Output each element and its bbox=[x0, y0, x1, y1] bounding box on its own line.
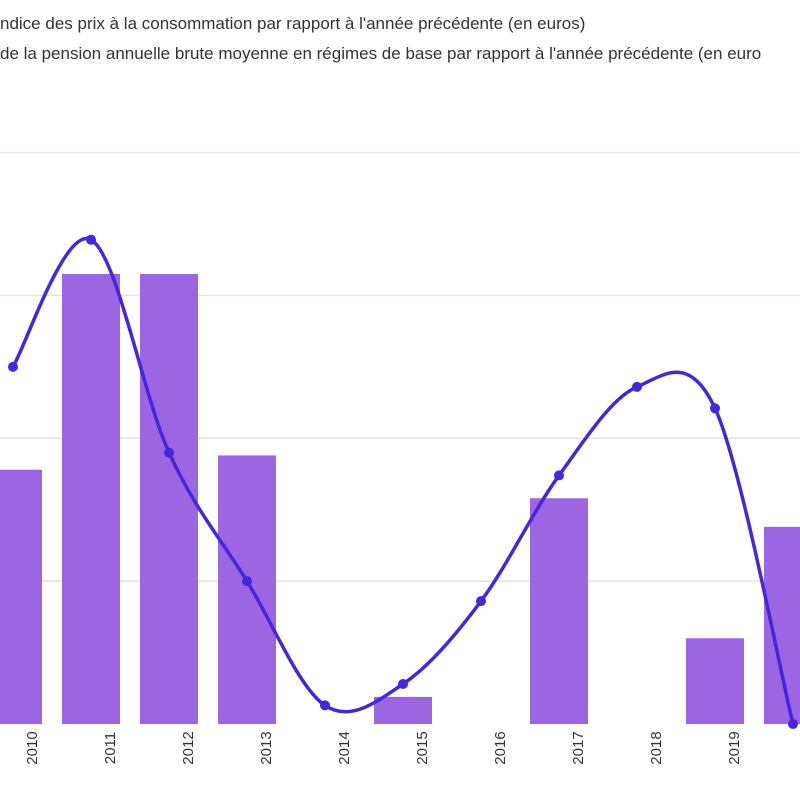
x-axis-ticks: 2010 2011 2012 2013 2014 2015 2016 2017 2018 2019… bbox=[24, 731, 743, 764]
x-tick-2010: 2010 bbox=[24, 731, 41, 764]
line-point-2018[interactable] bbox=[632, 381, 642, 392]
x-tick-2019: 2019 bbox=[726, 731, 743, 764]
line-point-2010[interactable] bbox=[8, 361, 18, 372]
bar-2012[interactable] bbox=[140, 274, 198, 724]
x-tick-2016: 2016 bbox=[492, 731, 509, 764]
line-series-points bbox=[8, 234, 798, 729]
line-point-2013[interactable] bbox=[242, 576, 252, 587]
x-tick-2011: 2011 bbox=[102, 732, 119, 764]
bar-2017[interactable] bbox=[530, 498, 588, 724]
line-series-path bbox=[11, 236, 795, 726]
x-tick-2015: 2015 bbox=[414, 731, 431, 764]
bar-series bbox=[0, 274, 800, 724]
line-point-2012[interactable] bbox=[164, 447, 174, 458]
bar-2011[interactable] bbox=[62, 274, 120, 724]
line-point-2015[interactable] bbox=[398, 679, 408, 689]
bar-2010[interactable] bbox=[0, 469, 42, 724]
line-point-2014[interactable] bbox=[320, 700, 330, 711]
x-tick-2012: 2012 bbox=[180, 731, 197, 764]
legend-item-2: de la pension annuelle brute moyenne en … bbox=[0, 44, 762, 63]
x-tick-2013: 2013 bbox=[258, 731, 275, 764]
x-tick-2014: 2014 bbox=[336, 731, 353, 764]
x-tick-2017: 2017 bbox=[570, 731, 587, 764]
bar-2015[interactable] bbox=[374, 696, 432, 724]
bar-2013[interactable] bbox=[218, 455, 276, 724]
grid-lines bbox=[0, 151, 800, 582]
line-point-2011[interactable] bbox=[86, 234, 96, 245]
line-point-2017[interactable] bbox=[554, 470, 564, 481]
legend-item-1: ndice des prix à la consommation par rap… bbox=[0, 14, 586, 33]
bar-2019[interactable] bbox=[686, 638, 744, 724]
line-point-2020[interactable] bbox=[788, 719, 798, 729]
bar-2020[interactable] bbox=[764, 526, 800, 724]
x-tick-2018: 2018 bbox=[648, 731, 665, 764]
line-point-2019[interactable] bbox=[710, 403, 720, 414]
line-point-2016[interactable] bbox=[476, 596, 486, 607]
